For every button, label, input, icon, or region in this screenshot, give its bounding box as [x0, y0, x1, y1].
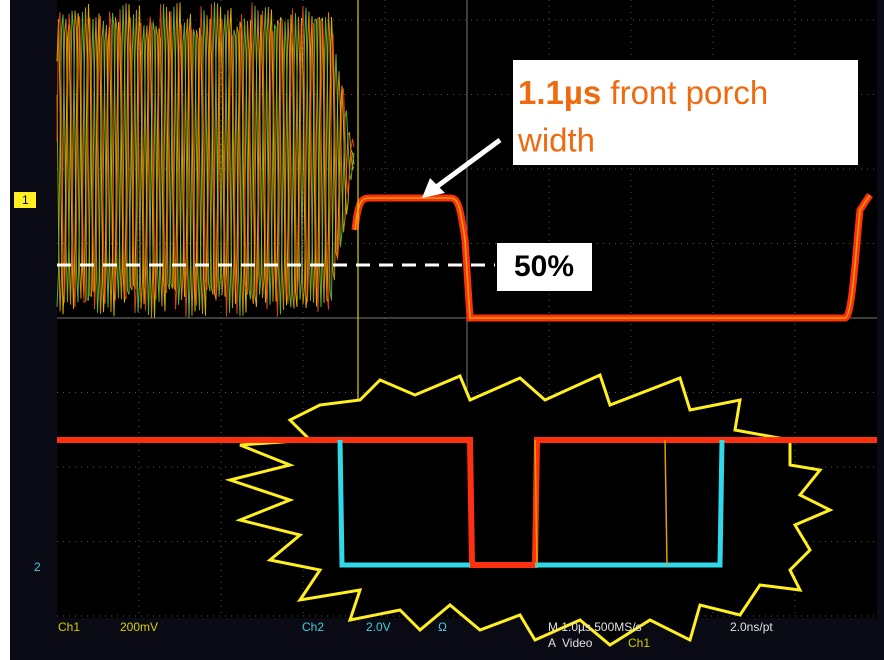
trigger-source: Ch1: [628, 636, 650, 650]
resolution: 2.0ns/pt: [730, 620, 773, 634]
ch2-scale: 2.0V: [366, 620, 391, 634]
timebase: M 1.0µs 500MS/s: [548, 620, 642, 634]
ch1-scale: 200mV: [120, 620, 158, 634]
ch2-label: Ch2: [302, 620, 324, 634]
annotation: 1.1µs front porch: [518, 74, 768, 111]
threshold-label: 50%: [514, 250, 574, 283]
ch2-marker: 2: [34, 560, 41, 574]
ch2-coupling: Ω: [438, 620, 447, 634]
ch1-label: Ch1: [58, 620, 80, 634]
annotation-value: 1.1µs: [518, 74, 601, 111]
page: 50% 1.1µs front porch width 1 2 Ch1 200m…: [0, 0, 884, 660]
annotation-text: front porch: [610, 74, 768, 111]
trigger: A Video: [548, 636, 593, 650]
scope-screen: 50% 1.1µs front porch width 1 2 Ch1 200m…: [0, 0, 884, 660]
ch1-marker: 1: [22, 193, 29, 207]
annotation-text-wrap: width: [517, 122, 595, 159]
